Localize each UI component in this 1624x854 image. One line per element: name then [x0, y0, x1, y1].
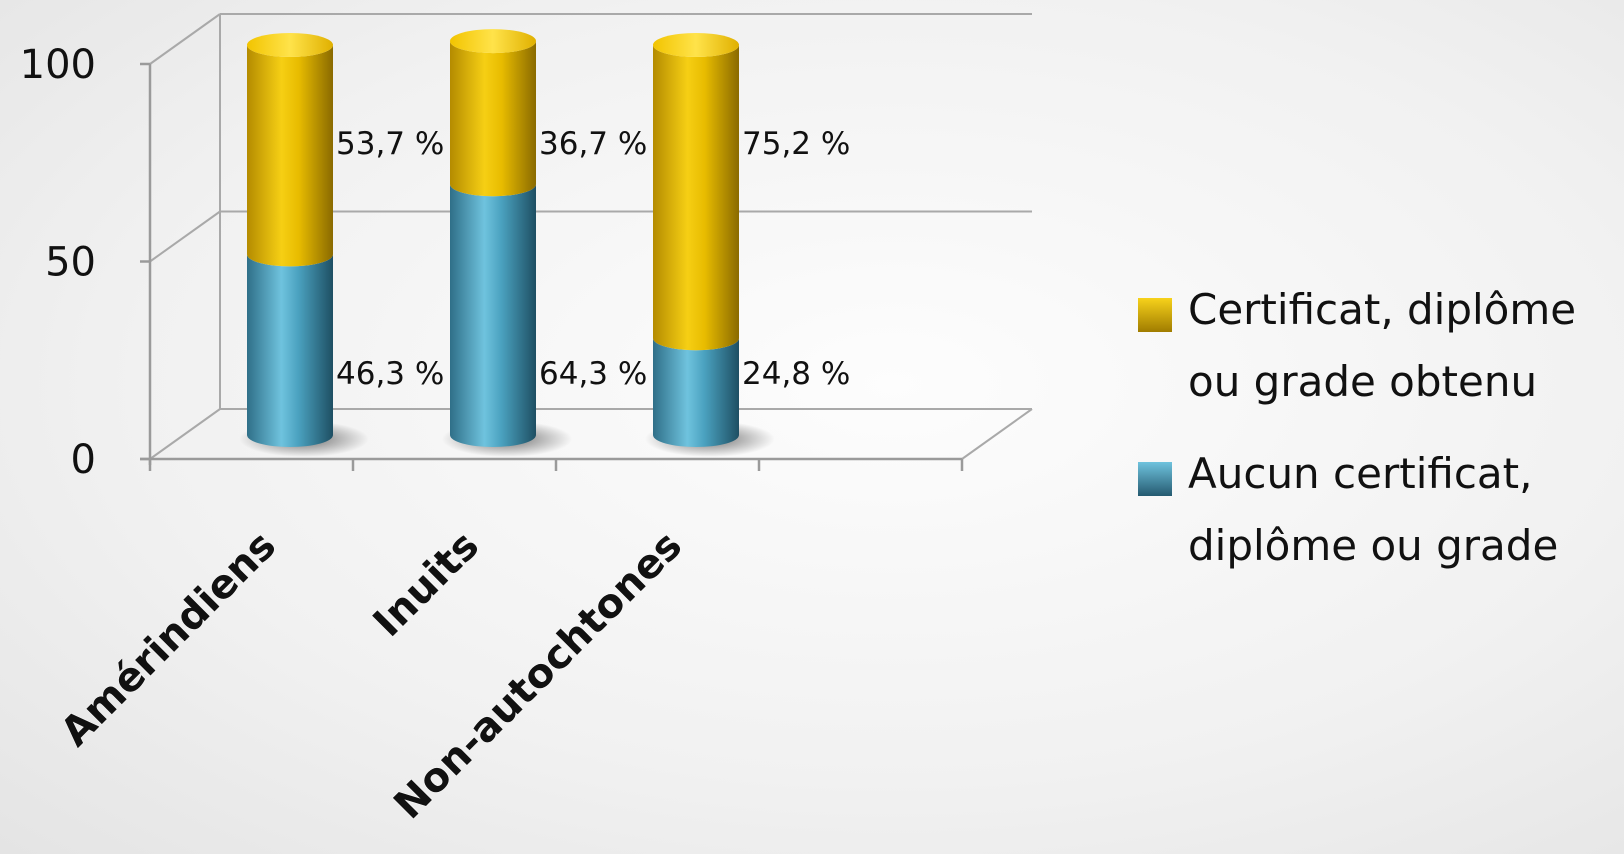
gridline-depth-1: [149, 210, 221, 263]
y-tick-label-2: 100: [20, 42, 96, 88]
floor-right-edge: [961, 408, 1033, 460]
bar-top-cap-1: [450, 29, 536, 54]
bar-certificat-1: [450, 41, 536, 197]
data-label-certificat-2: 75,2 %: [742, 126, 850, 162]
y-axis-ticks: 0 50 100: [20, 42, 150, 483]
bar-certificat-0: [247, 45, 333, 267]
bar-aucun-0: [247, 254, 333, 447]
x-tick-label-0: Amérindiens: [52, 523, 285, 756]
x-tick-label-1: Inuits: [365, 523, 488, 646]
data-label-certificat-0: 53,7 %: [336, 126, 444, 162]
data-label-aucun-0: 46,3 %: [336, 356, 444, 392]
chart-frame: [140, 13, 1033, 465]
legend: Certificat, diplôme ou grade obtenu Aucun …: [1138, 285, 1576, 570]
bar-top-cap-2: [653, 33, 739, 57]
legend-label-0-line-0: Certificat, diplôme: [1188, 285, 1576, 334]
gridline-depth-2: [149, 13, 221, 65]
bar-aucun-1: [450, 184, 536, 448]
legend-label-1-line-1: diplôme ou grade: [1188, 521, 1558, 570]
legend-label-1-line-0: Aucun certificat,: [1188, 449, 1532, 498]
gridline-depth-0: [149, 408, 221, 460]
y-tick-label-1: 50: [45, 240, 96, 286]
legend-swatch-0: [1138, 298, 1172, 332]
bar-aucun-2: [653, 338, 739, 447]
legend-label-0-line-1: ou grade obtenu: [1188, 357, 1537, 406]
y-tick-label-0: 0: [71, 437, 96, 483]
data-label-aucun-1: 64,3 %: [539, 356, 647, 392]
data-label-certificat-1: 36,7 %: [539, 126, 647, 162]
legend-swatch-1: [1138, 462, 1172, 496]
data-label-aucun-2: 24,8 %: [742, 356, 850, 392]
data-labels: 46,3 % 53,7 % 64,3 % 36,7 % 24,8 % 75,2 %: [336, 126, 850, 392]
bars: [239, 29, 775, 457]
bar-certificat-2: [653, 45, 739, 351]
bar-top-cap-0: [247, 33, 333, 57]
